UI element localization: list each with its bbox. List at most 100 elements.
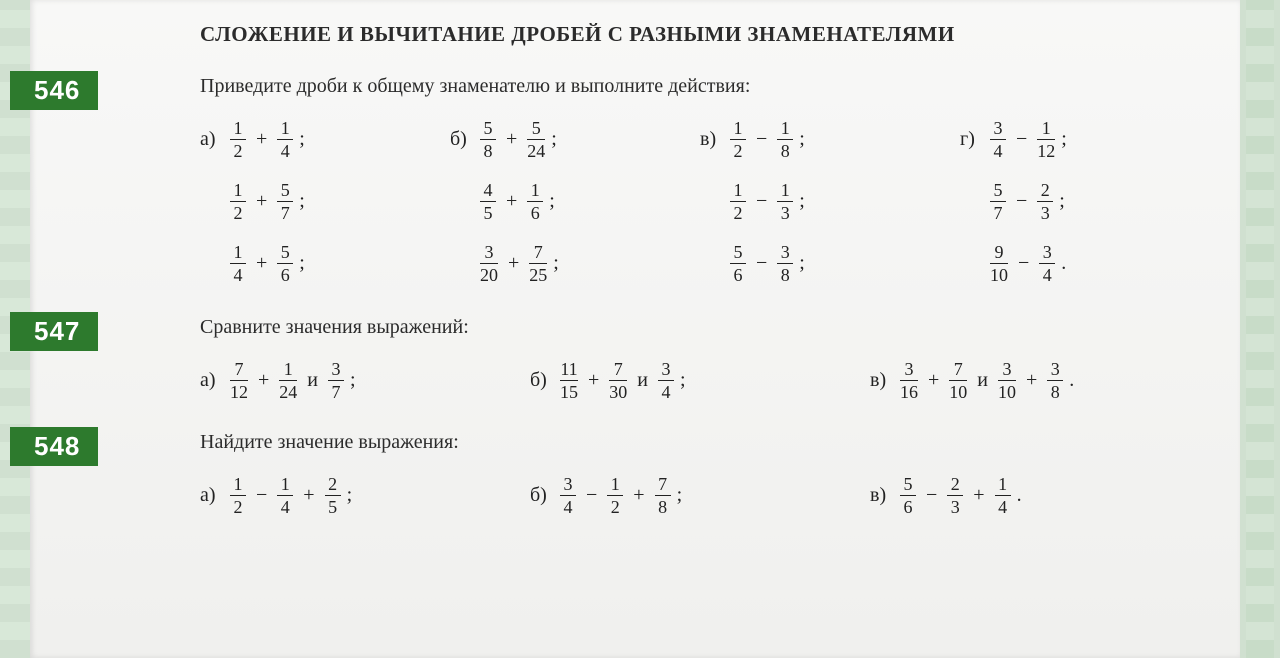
terminator: ; [551,128,557,151]
terminator: ; [553,252,559,275]
fraction: 12 [230,475,246,516]
subpart-label: в) [700,128,728,151]
fraction: 57 [990,181,1006,222]
operator: + [1026,369,1037,392]
fraction: 14 [277,119,293,160]
fraction: 58 [480,119,496,160]
terminator: ; [299,190,305,213]
terminator: . [1017,484,1022,507]
problem-547: 547 Сравните значения выражений: а) 712 … [30,316,1240,403]
subpart-label: б) [450,128,478,151]
fraction: 710 [949,360,967,401]
terminator: ; [1061,128,1067,151]
subpart-label: в) [870,484,898,507]
subpart-label: в) [870,369,898,392]
terminator: ; [677,484,683,507]
terminator: . [1061,252,1066,275]
operator: + [258,369,269,392]
expr-row: г) 34 − 112 ; [960,116,1210,162]
operator: − [756,128,767,151]
fraction: 23 [947,475,963,516]
expr-row: б) 58 + 524 ; [450,116,700,162]
fraction: 316 [900,360,918,401]
fraction: 45 [480,181,496,222]
operator: + [256,190,267,213]
fraction: 12 [230,119,246,160]
fraction: 320 [480,243,498,284]
problem-number-badge: 548 [10,427,98,466]
problem-columns: а) 12 − 14 + 25 ; б) 34 − 12 + 78 ; в) 5… [200,472,1240,518]
expr-row: 45 + 16 ; [450,178,700,224]
operator: − [586,484,597,507]
operator: + [256,128,267,151]
terminator: . [1069,369,1074,392]
fraction: 37 [328,360,344,401]
section-title: СЛОЖЕНИЕ И ВЫЧИТАНИЕ ДРОБЕЙ С РАЗНЫМИ ЗН… [200,22,1240,47]
fraction: 14 [995,475,1011,516]
fraction: 56 [277,243,293,284]
operator: + [508,252,519,275]
fraction: 34 [990,119,1006,160]
fraction: 57 [277,181,293,222]
operator: − [926,484,937,507]
operator: + [506,128,517,151]
fraction: 18 [777,119,793,160]
operator: + [256,252,267,275]
expr-row: а) 12 − 14 + 25 ; [200,472,530,518]
fraction: 38 [777,243,793,284]
fraction: 78 [655,475,671,516]
background-right-strip [1240,0,1280,658]
fraction: 712 [230,360,248,401]
problem-546: 546 Приведите дроби к общему знаменателю… [30,75,1240,286]
fraction: 12 [230,181,246,222]
column-g: г) 34 − 112 ; 57 − 23 ; 910 − 34 [960,116,1210,286]
expr-row: б) 34 − 12 + 78 ; [530,472,870,518]
fraction: 124 [279,360,297,401]
fraction: 12 [730,181,746,222]
problem-548: 548 Найдите значение выражения: а) 12 − … [30,431,1240,518]
expr-row: в) 316 + 710 и 310 + 38 . [870,357,1230,403]
fraction: 12 [730,119,746,160]
and-word: и [307,369,318,392]
fraction: 112 [1037,119,1055,160]
subpart-label: а) [200,369,228,392]
fraction: 14 [230,243,246,284]
and-word: и [637,369,648,392]
problem-number-badge: 547 [10,312,98,351]
operator: − [1016,128,1027,151]
problem-prompt: Найдите значение выражения: [200,431,1240,454]
fraction: 1115 [560,360,578,401]
fraction: 16 [527,181,543,222]
terminator: ; [680,369,686,392]
fraction: 34 [560,475,576,516]
subpart-label: а) [200,128,228,151]
expr-row: 12 − 13 ; [700,178,960,224]
terminator: ; [347,484,353,507]
column-b: б) 58 + 524 ; 45 + 16 ; 320 + 72 [450,116,700,286]
expr-row: а) 12 + 14 ; [200,116,450,162]
fraction: 25 [325,475,341,516]
operator: − [756,190,767,213]
expr-row: 57 − 23 ; [960,178,1210,224]
fraction: 725 [529,243,547,284]
fraction: 38 [1047,360,1063,401]
fraction: 14 [277,475,293,516]
operator: − [256,484,267,507]
subpart-label: а) [200,484,228,507]
problem-columns: а) 12 + 14 ; 12 + 57 ; 14 + 56 [200,116,1240,286]
expr-row: в) 56 − 23 + 14 . [870,472,1230,518]
terminator: ; [799,252,805,275]
terminator: ; [350,369,356,392]
subpart-label: б) [530,484,558,507]
column-a: а) 12 + 14 ; 12 + 57 ; 14 + 56 [200,116,450,286]
expr-row: 910 − 34 . [960,240,1210,286]
operator: − [1016,190,1027,213]
operator: + [303,484,314,507]
column-v: в) 12 − 18 ; 12 − 13 ; 56 − 38 [700,116,960,286]
problem-prompt: Приведите дроби к общему знаменателю и в… [200,75,1240,98]
operator: − [1018,252,1029,275]
fraction: 56 [900,475,916,516]
fraction: 34 [1039,243,1055,284]
fraction: 310 [998,360,1016,401]
fraction: 910 [990,243,1008,284]
